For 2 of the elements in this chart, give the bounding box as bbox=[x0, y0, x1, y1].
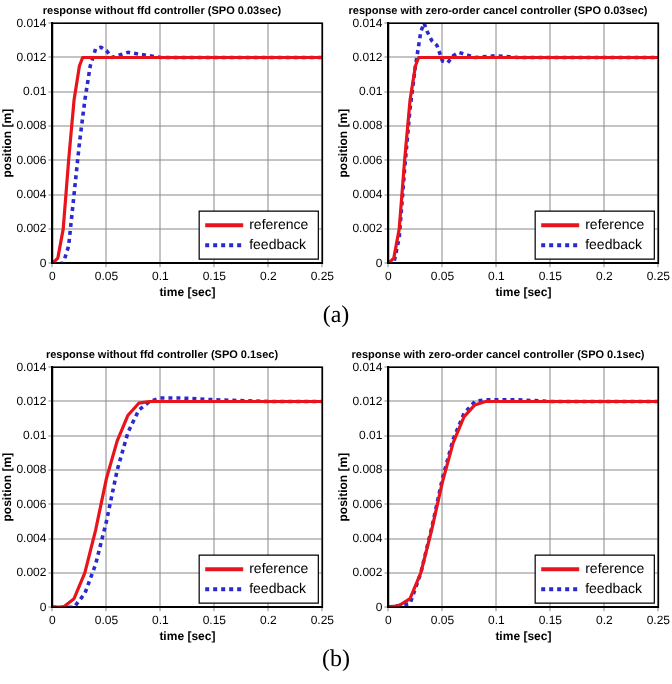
text: (a) bbox=[320, 300, 352, 330]
text: (b) bbox=[320, 644, 352, 674]
